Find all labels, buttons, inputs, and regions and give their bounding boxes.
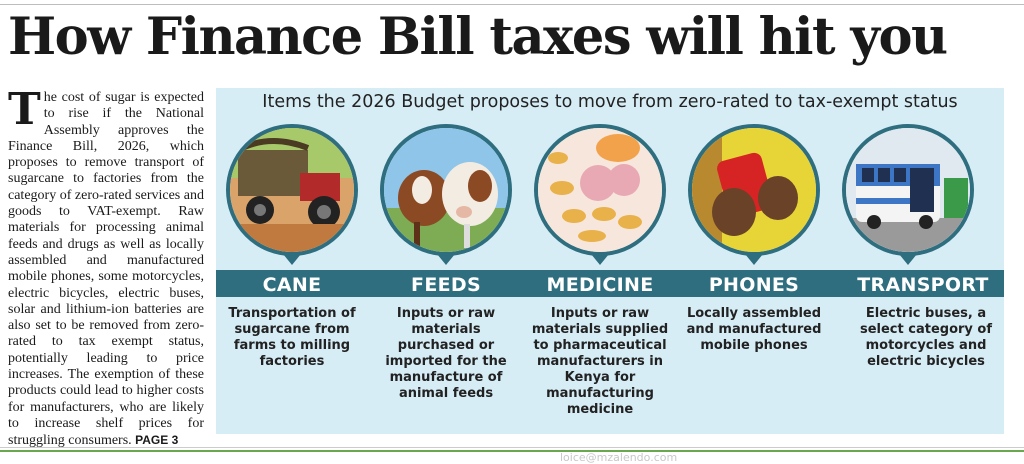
medicine-pointer [591, 254, 609, 265]
sugarcane-tractor-image [226, 124, 358, 256]
article-body: he cost of sugar is expected to rise if … [8, 90, 204, 449]
cane-pointer [283, 254, 301, 265]
category-label-cane: CANE [262, 274, 322, 296]
category-label-phones: PHONES [708, 274, 800, 296]
top-rule [0, 4, 1024, 5]
category-label-feeds: FEEDS [411, 274, 481, 296]
bottom-rule [0, 450, 1024, 452]
category-label-medicine: MEDICINE [546, 274, 654, 296]
category-label-transport: TRANSPORT [857, 274, 989, 296]
headline: How Finance Bill taxes will hit you [8, 7, 948, 67]
feeds-pointer [437, 254, 455, 265]
pills-image [534, 124, 666, 256]
drop-cap: T [8, 84, 41, 135]
description-medicine: Inputs or raw materials supplied to phar… [531, 306, 669, 417]
page-reference: PAGE 3 [135, 433, 179, 448]
cows-image [380, 124, 512, 256]
phone-hands-image [688, 124, 820, 256]
description-feeds: Inputs or raw materials purchased or imp… [385, 306, 507, 401]
transport-pointer [899, 254, 917, 265]
description-transport: Electric buses, a select category of mot… [859, 306, 993, 369]
infographic-panel: Items the 2026 Budget proposes to move f… [216, 88, 1004, 434]
footer-email: loice@mzalendo.com [560, 451, 678, 464]
description-phones: Locally assembled and manufactured mobil… [686, 306, 822, 353]
bottom-rule-thin [0, 447, 1024, 448]
panel-title: Items the 2026 Budget proposes to move f… [262, 92, 958, 112]
phones-pointer [745, 254, 763, 265]
description-cane: Transportation of sugarcane from farms t… [228, 306, 356, 369]
category-band [216, 270, 1004, 297]
electric-bus-image [842, 124, 974, 256]
